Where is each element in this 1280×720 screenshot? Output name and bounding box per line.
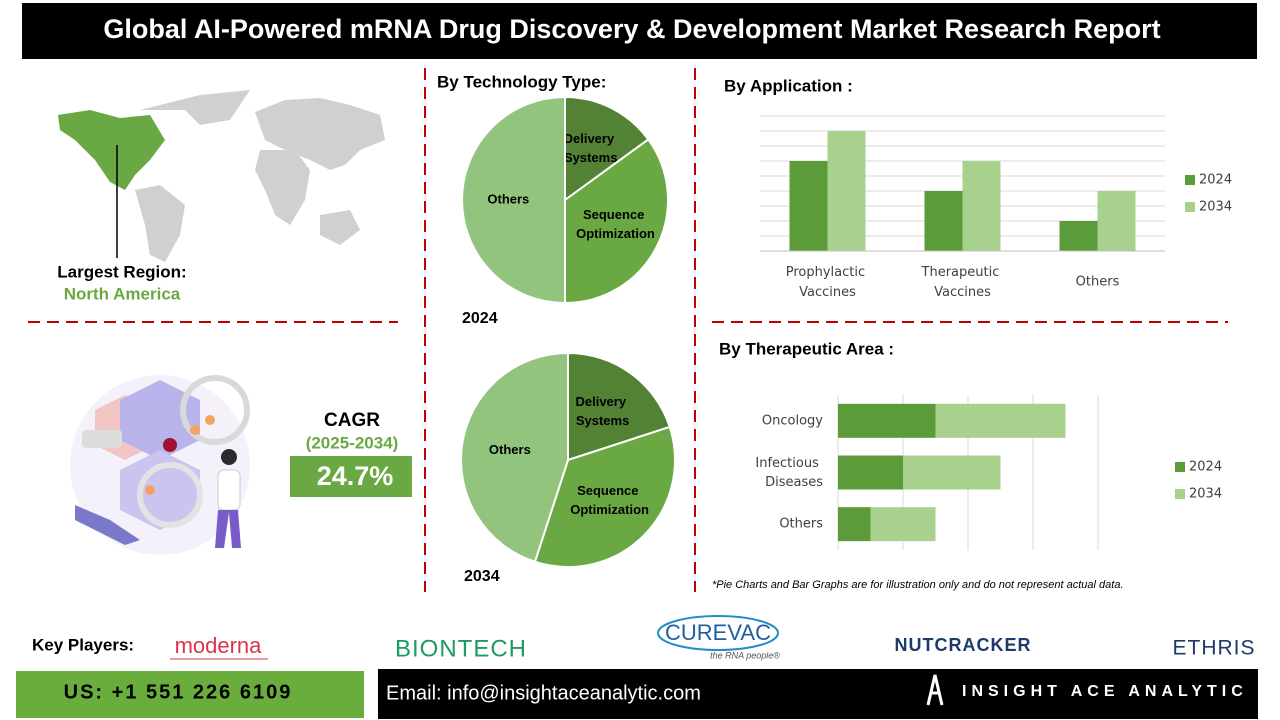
slice-label: Delivery Systems [564, 131, 618, 165]
company-logo: moderna [175, 633, 263, 658]
cagr-period: (2025-2034) [306, 433, 399, 452]
y-tick-label: Others [779, 517, 823, 532]
cagr-value: 24.7% [317, 461, 394, 491]
legend-label: 2034 [1199, 200, 1232, 215]
slice-label: Sequence Optimization [570, 484, 649, 518]
slice-label: Others [489, 442, 531, 457]
pie-caption: 2034 [464, 568, 500, 585]
header-bar [22, 3, 1257, 59]
pie-slice [564, 95, 650, 202]
pie-slice [460, 351, 569, 564]
legend-label: 2024 [1189, 460, 1222, 475]
legend-swatch [1175, 462, 1185, 472]
legend-label: 2024 [1199, 173, 1232, 188]
bar [838, 455, 903, 490]
x-tick-label: Others [1076, 275, 1120, 290]
bar [838, 507, 871, 542]
note: *Pie Charts and Bar Graphs are for illus… [712, 579, 1124, 591]
cagr-box [290, 456, 412, 497]
bar [789, 161, 828, 251]
pie-slice [567, 351, 672, 462]
email[interactable]: Email: info@insightaceanalytic.com [386, 682, 701, 704]
north-america [58, 110, 165, 190]
pie-caption: 2024 [462, 310, 498, 327]
brand: INSIGHT ACE ANALYTIC [962, 683, 1248, 700]
region-label: Largest Region: [57, 262, 186, 281]
bar [827, 131, 866, 251]
legend-swatch [1185, 202, 1195, 212]
logo-ring [657, 615, 779, 651]
slice-label: Sequence Optimization [576, 208, 655, 242]
legend-label: 2034 [1189, 487, 1222, 502]
company-logo: BIONTECH [395, 635, 527, 662]
phone[interactable]: US: +1 551 226 6109 [64, 681, 293, 703]
pie-slice [461, 95, 566, 305]
phone-box [16, 671, 364, 718]
x-tick-label: Prophylactic Vaccines [786, 265, 870, 300]
world-map [135, 90, 385, 262]
cagr-label: CAGR [324, 410, 380, 431]
brand-icon [926, 674, 944, 706]
legend-swatch [1185, 175, 1195, 185]
chart-title: By Therapeutic Area : [719, 339, 894, 358]
bar [1059, 221, 1098, 251]
company-logo: NUTCRACKER [895, 635, 1032, 655]
logo-tagline: the RNA people® [710, 650, 780, 660]
x-tick-label: Therapeutic Vaccines [921, 265, 1004, 300]
y-tick-label: Infectious Diseases [755, 456, 823, 490]
bar [1097, 191, 1136, 251]
pie-slice [564, 138, 669, 305]
chart-title: By Technology Type: [437, 72, 606, 91]
report-title: Global AI-Powered mRNA Drug Discovery & … [103, 14, 1160, 44]
bar [935, 403, 1066, 438]
bar [838, 403, 936, 438]
key-players-label: Key Players: [32, 635, 134, 654]
bar [870, 507, 936, 542]
legend-swatch [1175, 489, 1185, 499]
region-value: North America [64, 284, 181, 303]
bar [924, 191, 963, 251]
slice-label: Others [487, 191, 529, 206]
company-logo: ETHRIS [1172, 637, 1255, 660]
chart-title: By Application : [724, 76, 853, 95]
company-logo: CUREVAC [665, 620, 771, 645]
bar [962, 161, 1001, 251]
pie-slice [533, 425, 676, 568]
slice-label: Delivery Systems [575, 394, 629, 428]
y-tick-label: Oncology [762, 413, 823, 428]
footer-bar [378, 669, 1258, 719]
illustration [70, 375, 250, 555]
bar [903, 455, 1001, 490]
